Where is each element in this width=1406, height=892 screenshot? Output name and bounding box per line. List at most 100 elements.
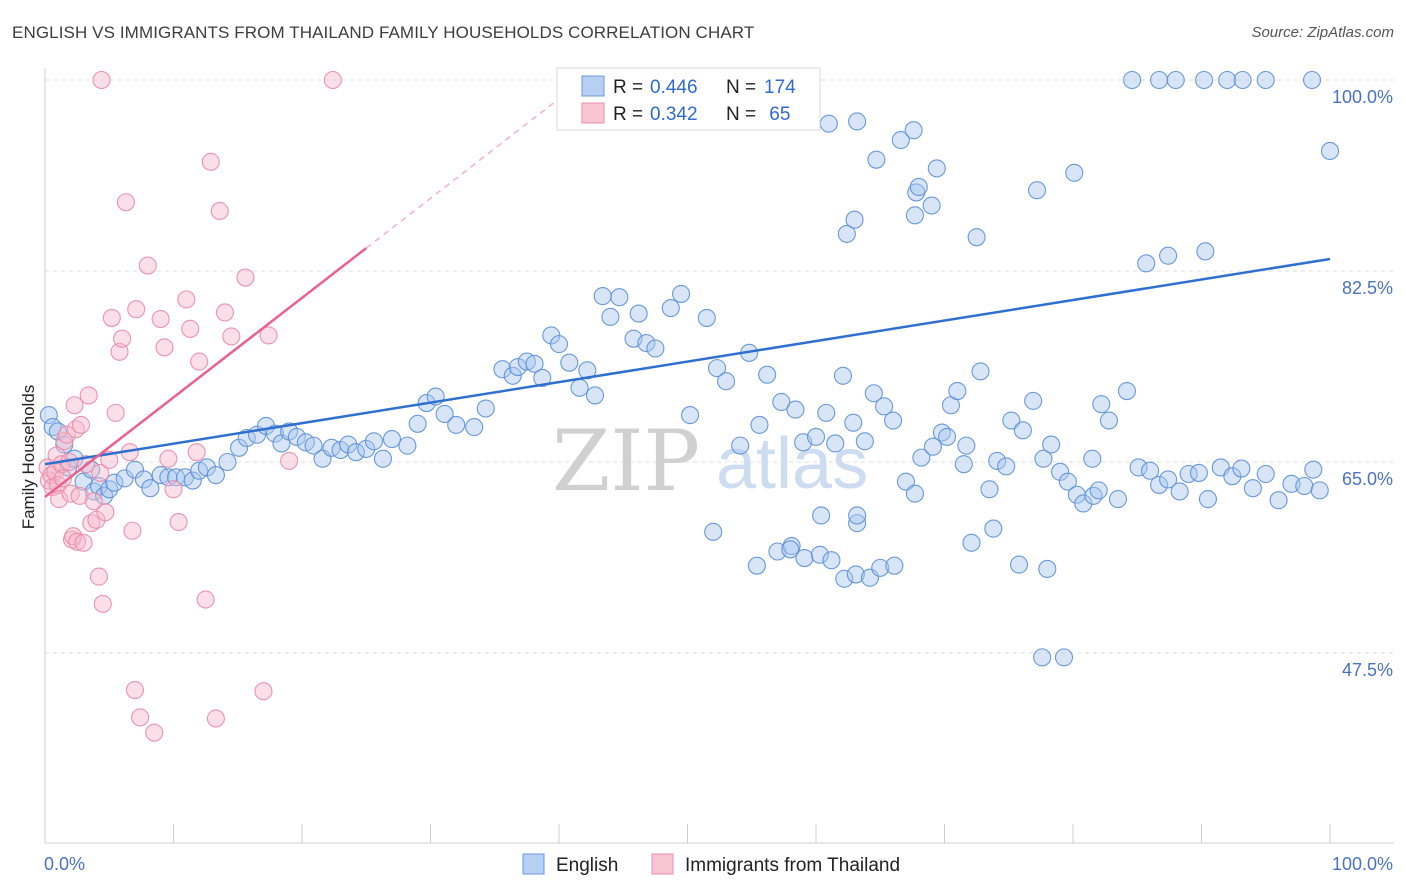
english-point-73 bbox=[672, 284, 691, 303]
english-point-94 bbox=[896, 472, 916, 491]
legend-box: R = 0.446 N = 174 R = 0.342 N = 65 bbox=[556, 67, 821, 131]
english-point-53 bbox=[493, 360, 512, 379]
english-point-96 bbox=[912, 448, 931, 467]
legend-r-label-thailand: R = bbox=[613, 104, 643, 125]
english-point-43 bbox=[373, 449, 393, 468]
english-point-26 bbox=[229, 438, 249, 457]
english-point-146 bbox=[846, 565, 865, 584]
english-point-24 bbox=[206, 466, 225, 485]
thailand-point-47 bbox=[164, 480, 183, 499]
thailand-point-40 bbox=[127, 300, 146, 319]
english-point-123 bbox=[1159, 470, 1178, 489]
english-point-72 bbox=[661, 299, 680, 318]
english-point-83 bbox=[786, 400, 805, 419]
english-point-75 bbox=[697, 308, 716, 327]
legend-n-value-thailand: 65 bbox=[764, 104, 790, 125]
english-point-61 bbox=[560, 353, 579, 372]
thailand-point-23 bbox=[79, 386, 98, 405]
english-point-156 bbox=[1256, 70, 1275, 90]
thailand-point-11 bbox=[57, 425, 76, 444]
english-point-138 bbox=[704, 522, 723, 541]
english-point-162 bbox=[781, 540, 800, 559]
english-point-139 bbox=[747, 556, 766, 575]
english-point-145 bbox=[835, 569, 854, 588]
thailand-point-45 bbox=[155, 338, 174, 357]
thailand-point-19 bbox=[70, 486, 89, 505]
english-point-86 bbox=[817, 403, 836, 422]
english-point-91 bbox=[864, 384, 883, 403]
english-point-119 bbox=[1117, 382, 1137, 401]
y-tick-label-2: 65.0% bbox=[1342, 469, 1393, 489]
english-point-175 bbox=[867, 150, 886, 169]
english-point-190 bbox=[1196, 242, 1215, 261]
english-point-104 bbox=[988, 451, 1007, 470]
thailand-point-20 bbox=[71, 415, 91, 434]
english-point-130 bbox=[1232, 459, 1251, 478]
english-point-168 bbox=[1054, 648, 1074, 667]
y-axis-title: Family Households bbox=[19, 385, 38, 530]
english-point-60 bbox=[549, 335, 569, 354]
english-point-153 bbox=[1195, 70, 1214, 90]
english-point-51 bbox=[465, 418, 484, 437]
english-point-80 bbox=[750, 415, 769, 434]
english-point-111 bbox=[1051, 462, 1070, 481]
english-point-177 bbox=[904, 121, 923, 140]
english-point-42 bbox=[364, 432, 384, 451]
thailand-point-52 bbox=[190, 352, 209, 371]
thailand-point-61 bbox=[259, 326, 278, 345]
english-point-85 bbox=[806, 427, 826, 446]
english-point-184 bbox=[905, 206, 924, 225]
thailand-point-51 bbox=[187, 443, 206, 462]
english-point-35 bbox=[304, 436, 323, 455]
english-point-39 bbox=[339, 435, 358, 454]
english-point-102 bbox=[971, 362, 990, 381]
thailand-point-38 bbox=[123, 521, 142, 540]
y-tick-label-3: 47.5% bbox=[1342, 660, 1393, 680]
english-point-164 bbox=[954, 455, 973, 474]
english-point-12 bbox=[105, 473, 124, 492]
english-point-176 bbox=[891, 130, 910, 150]
english-point-65 bbox=[593, 287, 612, 306]
english-point-33 bbox=[287, 427, 306, 446]
english-point-157 bbox=[1302, 70, 1322, 90]
english-point-160 bbox=[848, 506, 867, 525]
thailand-point-48 bbox=[169, 512, 188, 532]
english-point-132 bbox=[1256, 464, 1275, 484]
thailand-point-56 bbox=[210, 201, 229, 221]
english-point-118 bbox=[1108, 490, 1128, 509]
thailand-point-64 bbox=[92, 70, 111, 90]
legend-swatch-thailand bbox=[581, 102, 605, 124]
y-tick-label-0: 100.0% bbox=[1332, 87, 1393, 107]
english-point-172 bbox=[1038, 559, 1057, 579]
thailand-points bbox=[38, 70, 342, 742]
thailand-point-41 bbox=[131, 708, 150, 727]
thailand-point-39 bbox=[125, 681, 144, 700]
english-point-45 bbox=[398, 436, 417, 455]
english-point-171 bbox=[1089, 481, 1108, 500]
english-point-165 bbox=[962, 533, 981, 552]
english-point-93 bbox=[884, 411, 903, 430]
bottom-legend-english: English bbox=[556, 855, 618, 876]
legend-r-value-english: 0.446 bbox=[650, 77, 698, 98]
english-point-152 bbox=[1166, 70, 1185, 90]
watermark-atlas: atlas bbox=[716, 424, 868, 504]
english-point-137 bbox=[1310, 481, 1329, 500]
english-point-151 bbox=[1150, 70, 1169, 90]
x-tick-label-1: 100.0% bbox=[1332, 854, 1393, 874]
english-point-154 bbox=[1218, 70, 1237, 90]
thailand-trend-extension bbox=[365, 79, 584, 249]
chart-title: ENGLISH VS IMMIGRANTS FROM THAILAND FAMI… bbox=[12, 23, 755, 42]
english-point-109 bbox=[1034, 449, 1053, 468]
english-point-183 bbox=[845, 210, 864, 229]
english-point-64 bbox=[585, 386, 605, 405]
thailand-point-50 bbox=[181, 319, 200, 338]
thailand-point-43 bbox=[145, 723, 164, 742]
english-point-8 bbox=[84, 482, 103, 501]
english-point-78 bbox=[731, 436, 750, 455]
bottom-legend-swatch-english bbox=[522, 853, 545, 875]
legend-n-label-english: N = bbox=[726, 77, 756, 98]
english-point-188 bbox=[1137, 254, 1156, 273]
thailand-point-36 bbox=[116, 193, 136, 212]
english-point-101 bbox=[957, 436, 976, 455]
